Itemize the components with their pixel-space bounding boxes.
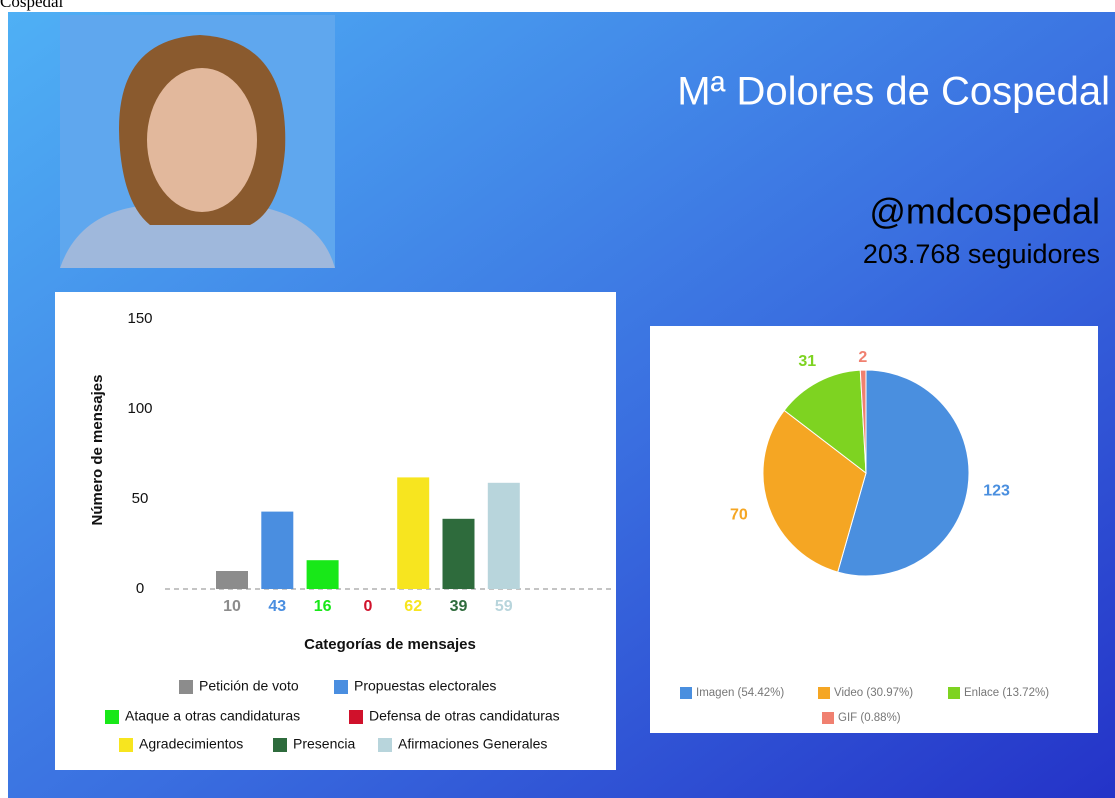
- legend-swatch: [680, 687, 692, 699]
- value-label: 62: [404, 598, 422, 615]
- legend-swatch: [334, 680, 348, 694]
- name: Mª Dolores de Cospedal: [677, 70, 1110, 114]
- value-label: 39: [450, 598, 468, 615]
- value-label: 10: [223, 598, 241, 615]
- photo: [60, 15, 335, 268]
- legend-label: Agradecimientos: [139, 736, 243, 752]
- legend-label: Defensa de otras candidaturas: [369, 708, 560, 724]
- bar: [397, 477, 429, 589]
- bar: [261, 512, 293, 589]
- x-axis-label: Categorías de mensajes: [304, 636, 476, 653]
- value-label: 59: [495, 598, 513, 615]
- legend-label: GIF (0.88%): [838, 712, 901, 724]
- legend-swatch: [378, 738, 392, 752]
- page: {"header": {"caption": "Cospedal", "name…: [0, 0, 1115, 798]
- slide: Cospedal Mª Dolores de Cospedal @mdcospe…: [0, 0, 1115, 798]
- legend-swatch: [349, 710, 363, 724]
- value-label: 43: [268, 598, 286, 615]
- legend-label: Ataque a otras candidaturas: [125, 708, 300, 724]
- legend-swatch: [273, 738, 287, 752]
- legend-label: Imagen (54.42%): [696, 687, 784, 699]
- y-tick-label: 0: [136, 580, 144, 597]
- value-label: 70: [730, 506, 748, 523]
- y-tick-label: 50: [132, 490, 149, 507]
- legend-swatch: [179, 680, 193, 694]
- legend-label: Presencia: [293, 736, 355, 752]
- legend-swatch: [822, 712, 834, 724]
- legend-label: Video (30.97%): [834, 687, 913, 699]
- bar: [216, 571, 248, 589]
- value-label: 2: [858, 349, 867, 366]
- y-tick-label: 150: [127, 310, 152, 327]
- followers: 203.768 seguidores: [863, 239, 1100, 269]
- caption: Cospedal: [0, 0, 64, 11]
- legend-label: Petición de voto: [199, 678, 299, 694]
- legend-label: Propuestas electorales: [354, 678, 496, 694]
- legend-label: Enlace (13.72%): [964, 687, 1049, 699]
- y-axis-label: Número de mensajes: [89, 375, 106, 526]
- value-label: 31: [798, 353, 816, 370]
- value-label: 0: [363, 598, 372, 615]
- legend-swatch: [948, 687, 960, 699]
- handle: @mdcospedal: [869, 191, 1100, 232]
- value-label: 16: [314, 598, 332, 615]
- legend-label: Afirmaciones Generales: [398, 736, 547, 752]
- bar: [307, 560, 339, 589]
- value-label: 123: [983, 482, 1010, 499]
- bar-panel: [55, 292, 616, 770]
- y-tick-label: 100: [127, 400, 152, 417]
- photo-face: [147, 68, 257, 212]
- legend-swatch: [119, 738, 133, 752]
- legend-swatch: [105, 710, 119, 724]
- bar: [443, 519, 475, 589]
- bar: [488, 483, 520, 589]
- legend-swatch: [818, 687, 830, 699]
